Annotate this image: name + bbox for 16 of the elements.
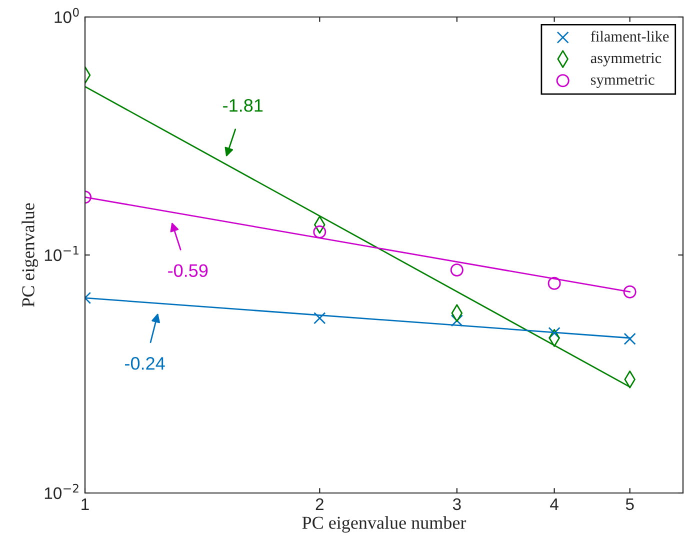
legend-label: symmetric (590, 74, 654, 88)
x-tick-label: 4 (550, 498, 558, 510)
y-tick-label: 10$^{0}$ (54, 8, 79, 24)
annotation: -1.81 (223, 99, 263, 112)
legend-label: asymmetric (590, 52, 662, 66)
x-tick-label: 5 (626, 498, 634, 510)
x-tick-label: 3 (452, 498, 461, 510)
x-tick-label: 1 (82, 498, 89, 510)
annotation: -0.24 (125, 357, 165, 370)
legend-label: filament-like (590, 30, 669, 42)
annotation: -0.59 (168, 264, 208, 277)
y-axis-title: PC eigenvalue (22, 203, 38, 307)
y-tick-label: 10$^{−2}$ (44, 484, 78, 500)
y-tick-label: 10$^{−1}$ (44, 246, 78, 262)
x-axis-title: PC eigenvalue number (302, 516, 466, 533)
x-tick-label: 2 (316, 498, 324, 510)
